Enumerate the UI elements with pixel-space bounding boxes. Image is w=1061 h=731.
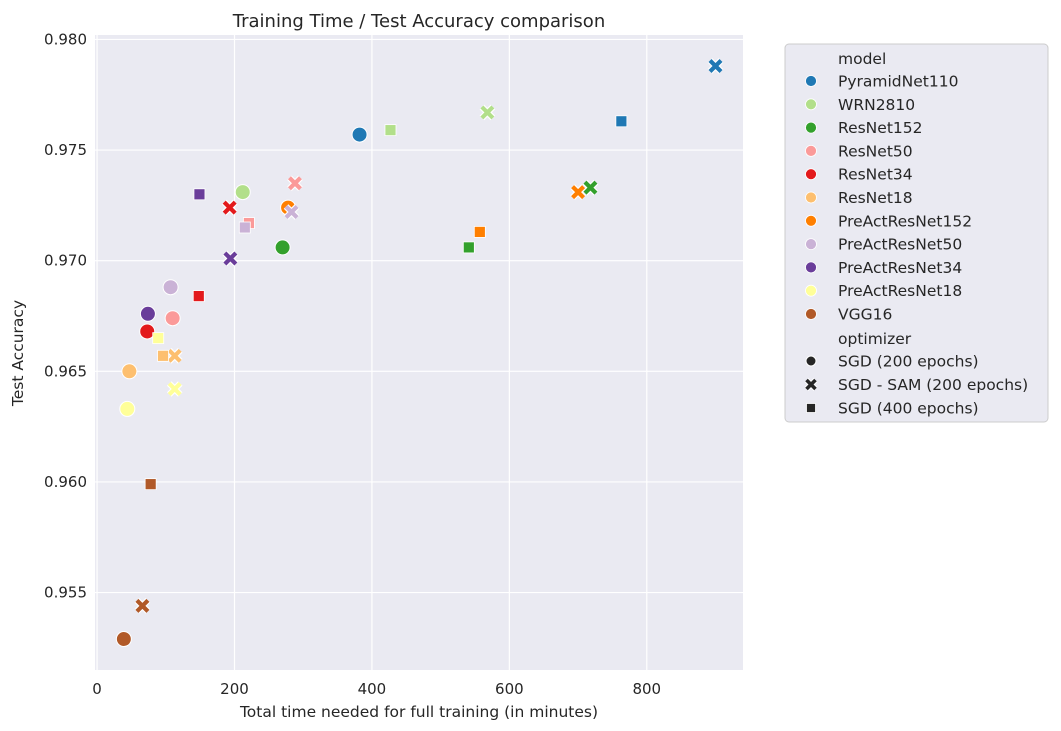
point-preactresnet50-x-stroke	[284, 205, 299, 219]
point-pyramidnet110-x	[707, 58, 724, 74]
plot-background	[95, 35, 743, 670]
point-resnet50-x	[287, 175, 303, 192]
point-preactresnet50-square	[238, 221, 251, 234]
legend-swatch-vgg16	[805, 308, 817, 320]
point-resnet50-circle	[164, 310, 181, 327]
point-preactresnet18-x-stroke	[167, 382, 182, 396]
legend-marker-x	[804, 378, 818, 391]
point-resnet34-x	[221, 199, 238, 216]
legend-label-preactresnet152: PreActResNet152	[838, 212, 972, 230]
legend-label-resnet34: ResNet34	[838, 166, 913, 184]
legend-label-square: SGD (400 epochs)	[838, 400, 979, 418]
point-preactresnet18-x	[166, 381, 183, 397]
x-axis-ticks: 0 200 400 600 800	[92, 680, 661, 698]
point-wrn2810-x-stroke	[480, 105, 495, 120]
legend-label-preactresnet18: PreActResNet18	[838, 282, 962, 300]
legend-hue-title: model	[838, 50, 886, 68]
y-axis-ticks: 0.955 0.960 0.965 0.970 0.975 0.980	[44, 30, 87, 601]
data-points	[115, 58, 724, 648]
point-pyramidnet110-square	[615, 115, 628, 128]
point-preactresnet34-square	[193, 188, 206, 201]
legend-label-resnet50: ResNet50	[838, 142, 913, 160]
point-pyramidnet110-x-stroke	[708, 58, 723, 73]
legend-swatch-wrn2810	[805, 98, 817, 111]
legend-label-resnet18: ResNet18	[838, 189, 913, 207]
point-preactresnet152-x	[570, 184, 586, 200]
legend-swatch-resnet152	[805, 121, 817, 134]
legend-label-pyramidnet110: PyramidNet110	[838, 73, 958, 91]
point-vgg16-x	[134, 598, 151, 614]
legend-models: PyramidNet110 WRN2810 ResNet152 ResNet50 Res…	[805, 73, 972, 324]
y-axis-label: Test Accuracy	[9, 300, 27, 407]
legend-swatch-resnet18	[805, 191, 817, 204]
legend-swatch-preactresnet50	[805, 238, 817, 251]
x-tick-label: 400	[358, 680, 387, 698]
legend-marker-x-stroke	[805, 378, 817, 391]
legend-label-vgg16: VGG16	[838, 306, 892, 324]
point-vgg16-x-stroke	[135, 598, 150, 613]
grid-lines	[95, 35, 743, 670]
point-preactresnet152-x-stroke	[571, 185, 586, 200]
y-tick-label: 0.965	[44, 362, 87, 380]
legend-swatch-resnet34	[805, 168, 817, 181]
point-resnet34-circle	[139, 323, 156, 340]
point-resnet152-circle	[274, 239, 291, 256]
legend-label-preactresnet34: PreActResNet34	[838, 259, 962, 277]
point-resnet18-x	[166, 348, 183, 364]
legend-label-resnet152: ResNet152	[838, 119, 922, 137]
legend-marker-square	[806, 403, 816, 413]
chart-title: Training Time / Test Accuracy comparison	[232, 11, 605, 32]
point-preactresnet34-x-stroke	[223, 251, 238, 266]
legend-label-x: SGD - SAM (200 epochs)	[838, 376, 1028, 394]
legend-style-title: optimizer	[838, 330, 912, 348]
legend-swatch-resnet50	[805, 144, 817, 157]
y-tick-label: 0.970	[44, 252, 87, 270]
point-resnet152-x	[582, 179, 599, 196]
legend-swatch-preactresnet34	[805, 261, 817, 274]
legend-box	[784, 43, 1049, 423]
point-preactresnet18-circle	[119, 400, 136, 417]
x-axis-label: Total time needed for full training (in …	[239, 703, 598, 721]
point-preactresnet50-circle	[162, 279, 179, 296]
point-resnet18-circle	[121, 363, 138, 380]
y-tick-label: 0.980	[44, 30, 87, 48]
point-resnet34-x-stroke	[222, 200, 237, 215]
y-tick-label: 0.975	[44, 141, 87, 159]
x-tick-label: 200	[220, 680, 249, 698]
point-resnet34-square	[192, 290, 205, 302]
point-pyramidnet110-circle	[351, 126, 368, 143]
legend-label-circle: SGD (200 epochs)	[838, 353, 979, 371]
legend-swatch-preactresnet152	[805, 214, 817, 227]
point-vgg16-square	[144, 478, 157, 491]
legend-label-wrn2810: WRN2810	[838, 96, 915, 114]
point-resnet152-x-stroke	[583, 180, 598, 195]
point-resnet18-square	[157, 349, 169, 362]
point-preactresnet34-circle	[139, 305, 156, 322]
legend: model PyramidNet110 WRN2810 ResNet152 ResNe…	[784, 43, 1049, 423]
point-preactresnet152-square	[473, 226, 486, 238]
point-preactresnet50-x	[283, 204, 300, 220]
legend-swatch-pyramidnet110	[805, 75, 817, 87]
point-resnet50-x-stroke	[287, 176, 302, 191]
legend-label-preactresnet50: PreActResNet50	[838, 236, 962, 254]
point-wrn2810-x	[479, 104, 496, 121]
point-resnet18-x-stroke	[167, 348, 182, 363]
y-tick-label: 0.960	[44, 473, 87, 491]
x-tick-label: 0	[92, 680, 102, 698]
point-resnet152-square	[462, 241, 475, 254]
legend-swatch-preactresnet18	[805, 284, 817, 297]
point-vgg16-circle	[115, 631, 132, 648]
legend-marker-circle	[805, 355, 817, 367]
y-tick-label: 0.955	[44, 584, 87, 602]
point-wrn2810-square	[384, 124, 397, 137]
legend-optimizers: SGD (200 epochs) SGD - SAM (200 epochs) SG…	[804, 353, 1028, 418]
x-tick-label: 600	[495, 680, 524, 698]
point-preactresnet18-square	[152, 332, 165, 345]
x-tick-label: 800	[632, 680, 661, 698]
point-wrn2810-circle	[234, 184, 251, 201]
point-preactresnet34-x	[222, 250, 239, 267]
